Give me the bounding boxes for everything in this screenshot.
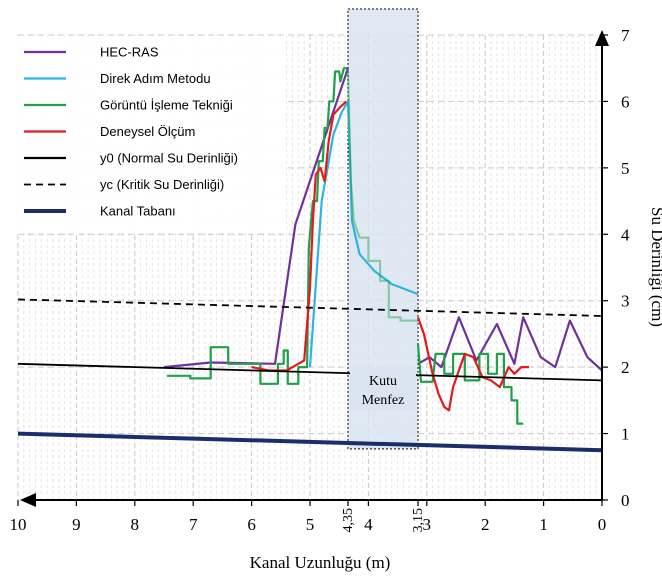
series-line-downstream bbox=[346, 101, 419, 296]
legend-item: Kanal Tabanı bbox=[24, 204, 176, 219]
y-tick-label: 0 bbox=[621, 491, 630, 510]
legend-label: Direk Adım Metodu bbox=[100, 71, 211, 86]
x-tick-label: 3 bbox=[423, 515, 432, 534]
legend-item: HEC-RAS bbox=[24, 45, 159, 60]
y-tick-label: 2 bbox=[621, 358, 630, 377]
series-line-downstream bbox=[416, 316, 529, 412]
y-axis-arrow bbox=[595, 30, 609, 46]
series-3 bbox=[166, 67, 524, 425]
x-tick-label: 5 bbox=[306, 515, 315, 534]
series-7 bbox=[17, 431, 603, 453]
x-axis-title: Kanal Uzunluğu (m) bbox=[250, 553, 391, 572]
x-tick-label: 10 bbox=[10, 515, 27, 534]
series-line-inside-culvert bbox=[346, 71, 418, 322]
x-axis-arrow bbox=[20, 493, 36, 507]
axes bbox=[17, 30, 609, 507]
legend-item: yc (Kritik Su Derinliği) bbox=[24, 177, 224, 192]
y-tick-label: 3 bbox=[621, 292, 630, 311]
x-tick-label: 8 bbox=[131, 515, 140, 534]
legend-item: Deneysel Ölçüm bbox=[24, 124, 195, 139]
legend-label: y0 (Normal Su Derinliği) bbox=[100, 151, 238, 166]
x-tick-label: 4 bbox=[364, 515, 373, 534]
y-axis-title: Su Derinliği (cm) bbox=[648, 207, 662, 327]
y-tick-label: 6 bbox=[621, 92, 630, 111]
series-5 bbox=[17, 362, 603, 382]
series-line bbox=[308, 100, 349, 368]
x-tick-label: 6 bbox=[247, 515, 256, 534]
series-line-downstream bbox=[416, 343, 524, 425]
culvert-label-line1: Kutu bbox=[369, 374, 397, 389]
x-tick-label: 9 bbox=[72, 515, 81, 534]
x-tick-label: 7 bbox=[189, 515, 198, 534]
legend-item: Görüntü İşleme Tekniği bbox=[24, 98, 233, 113]
series-line bbox=[17, 362, 603, 382]
x-tick-label: 4,35 bbox=[341, 508, 356, 533]
series-4 bbox=[251, 100, 529, 412]
legend-label: HEC-RAS bbox=[100, 45, 159, 60]
series-line bbox=[251, 100, 347, 372]
legend-label: Kanal Tabanı bbox=[100, 204, 176, 219]
legend-label: yc (Kritik Su Derinliği) bbox=[100, 177, 224, 192]
culvert-label-line2: Menfez bbox=[362, 393, 405, 408]
culvert-label-bg bbox=[350, 368, 416, 410]
y-tick-label: 1 bbox=[621, 425, 630, 444]
y-tick-label: 7 bbox=[621, 26, 630, 45]
legend-item: y0 (Normal Su Derinliği) bbox=[24, 151, 238, 166]
x-tick-label: 1 bbox=[539, 515, 548, 534]
series-line bbox=[166, 67, 348, 385]
legend: HEC-RAS Direk Adım Metodu Görüntü İşleme T… bbox=[14, 36, 284, 232]
series-line bbox=[17, 431, 603, 453]
legend-label: Deneysel Ölçüm bbox=[100, 124, 195, 139]
series-line bbox=[17, 298, 603, 317]
series-2 bbox=[308, 100, 419, 368]
legend-item: Direk Adım Metodu bbox=[24, 71, 211, 86]
series-1 bbox=[163, 67, 603, 372]
series-line bbox=[163, 67, 350, 369]
x-tick-label: 0 bbox=[598, 515, 607, 534]
legend-label: Görüntü İşleme Tekniği bbox=[100, 98, 233, 113]
series-line-downstream bbox=[417, 316, 603, 372]
y-tick-label: 5 bbox=[621, 159, 630, 178]
series-6 bbox=[17, 298, 603, 317]
x-tick-label: 3,15 bbox=[411, 508, 426, 533]
y-tick-label: 4 bbox=[621, 225, 630, 244]
legend-background bbox=[14, 36, 284, 232]
x-tick-label: 2 bbox=[481, 515, 490, 534]
